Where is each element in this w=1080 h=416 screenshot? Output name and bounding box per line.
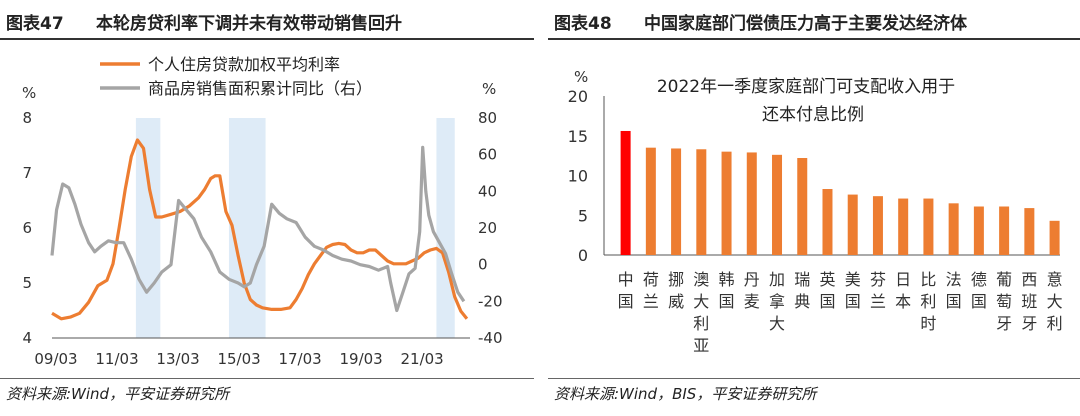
- bar-4: [696, 149, 707, 255]
- category-label: 日本: [895, 270, 911, 311]
- bar-15: [973, 206, 984, 255]
- y-tick-label: 5: [578, 206, 588, 225]
- category-label: 芬兰: [870, 270, 886, 311]
- right-y-tick: -40: [478, 329, 503, 347]
- bar-12: [898, 198, 909, 255]
- shaded-period-2: [228, 118, 266, 338]
- bar-9: [822, 189, 833, 255]
- x-tick-label: 17/03: [278, 350, 321, 368]
- right-figure-title: 中国家庭部门偿债压力高于主要发达经济体: [644, 14, 967, 34]
- series-line-mortgage-rate: [51, 138, 469, 321]
- bar-10: [847, 194, 858, 255]
- right-source-footer: 资料来源:Wind，BIS，平安证券研究所: [548, 378, 1080, 409]
- y-axis-unit: %: [574, 68, 588, 86]
- bar-17: [1024, 208, 1035, 255]
- bar-5: [721, 151, 732, 255]
- x-tick-label: 21/03: [401, 350, 444, 368]
- left-y-tick: 7: [22, 164, 32, 182]
- category-label: 加拿大: [769, 270, 785, 333]
- bar-6: [746, 152, 757, 255]
- x-tick-label: 15/03: [217, 350, 260, 368]
- category-label: 法国: [946, 270, 962, 311]
- shaded-period-1: [135, 118, 161, 338]
- y-tick-label: 0: [578, 246, 588, 265]
- left-source-footer: 资料来源:Wind，平安证券研究所: [0, 378, 534, 409]
- category-label: 比利时: [920, 270, 936, 333]
- bar-18: [1049, 220, 1060, 255]
- right-figure-header: 图表48 中国家庭部门偿债压力高于主要发达经济体: [548, 0, 1080, 40]
- category-label: 德国: [971, 270, 987, 311]
- right-y-tick: 0: [478, 256, 488, 274]
- bar-11: [872, 196, 883, 255]
- left-panel: 图表47 本轮房贷利率下调并未有效带动销售回升 %% 4 5 6 7 8 -40 -20 0 20…: [0, 0, 534, 416]
- x-tick-label: 13/03: [156, 350, 199, 368]
- bar-2: [645, 147, 656, 255]
- right-axis-unit: %: [482, 80, 496, 98]
- right-panel: 图表48 中国家庭部门偿债压力高于主要发达经济体 2022年一季度家庭部门可支配…: [548, 0, 1080, 416]
- category-label: 中国: [618, 270, 634, 311]
- x-tick-label: 11/03: [95, 350, 138, 368]
- chart-title-line-1: 2022年一季度家庭部门可支配收入用于: [657, 77, 955, 97]
- category-label: 葡萄牙: [996, 270, 1012, 333]
- category-label: 美国: [845, 270, 861, 311]
- left-y-tick: 6: [22, 219, 32, 237]
- left-y-tick: 4: [22, 329, 32, 347]
- y-tick-label: 15: [568, 127, 588, 146]
- category-label: 瑞典: [794, 270, 810, 311]
- category-label: 意大利: [1047, 270, 1063, 333]
- bar-7: [772, 154, 783, 255]
- bar-8: [797, 158, 808, 255]
- right-y-tick: 20: [478, 219, 497, 237]
- right-y-tick: -20: [478, 292, 503, 310]
- legend-label: 商品房销售面积累计同比（右）: [148, 79, 372, 98]
- y-tick-label: 20: [568, 87, 588, 106]
- right-source-text: 资料来源:Wind，BIS，平安证券研究所: [554, 385, 817, 403]
- category-label: 英国: [819, 270, 835, 311]
- left-line-chart: % % 4 5 6 7 8 -40 -20 0 20 40 60 80 09/03 11/03 13/03 15/…: [22, 55, 503, 368]
- right-figure-number: 图表48: [554, 14, 612, 34]
- y-tick-label: 10: [568, 167, 588, 186]
- x-tick-label: 09/03: [34, 350, 77, 368]
- category-label: 西班牙: [1021, 270, 1037, 333]
- left-source-text: 资料来源:Wind，平安证券研究所: [6, 385, 230, 403]
- right-y-tick: 80: [478, 109, 497, 127]
- bar-13: [923, 198, 934, 255]
- bar-3: [671, 148, 682, 255]
- chart-title-line-2: 还本付息比例: [762, 105, 864, 125]
- bar-14: [948, 203, 959, 255]
- left-axis-unit: %: [22, 84, 36, 102]
- x-tick-label: 19/03: [339, 350, 382, 368]
- category-label: 荷兰: [643, 270, 659, 311]
- left-figure-header: 图表47 本轮房贷利率下调并未有效带动销售回升: [0, 0, 534, 40]
- right-y-tick: 40: [478, 182, 497, 200]
- bar-1: [620, 130, 631, 255]
- series-line-sales-area-yoy: [50, 145, 466, 313]
- left-y-tick: 8: [22, 109, 32, 127]
- legend-label: 个人住房贷款加权平均利率: [148, 55, 340, 74]
- category-label: 韩国: [719, 270, 735, 311]
- left-y-tick: 5: [22, 274, 32, 292]
- shaded-period-3: [436, 118, 455, 338]
- category-label: 挪威: [668, 270, 684, 311]
- left-figure-number: 图表47: [6, 14, 64, 34]
- right-y-tick: 60: [478, 146, 497, 164]
- category-label: 丹麦: [744, 270, 760, 311]
- category-label: 澳大利亚: [693, 270, 709, 355]
- bar-16: [999, 206, 1010, 255]
- left-figure-title: 本轮房贷利率下调并未有效带动销售回升: [96, 14, 402, 34]
